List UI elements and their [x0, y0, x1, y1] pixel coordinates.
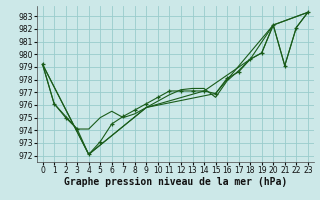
X-axis label: Graphe pression niveau de la mer (hPa): Graphe pression niveau de la mer (hPa): [64, 177, 287, 187]
